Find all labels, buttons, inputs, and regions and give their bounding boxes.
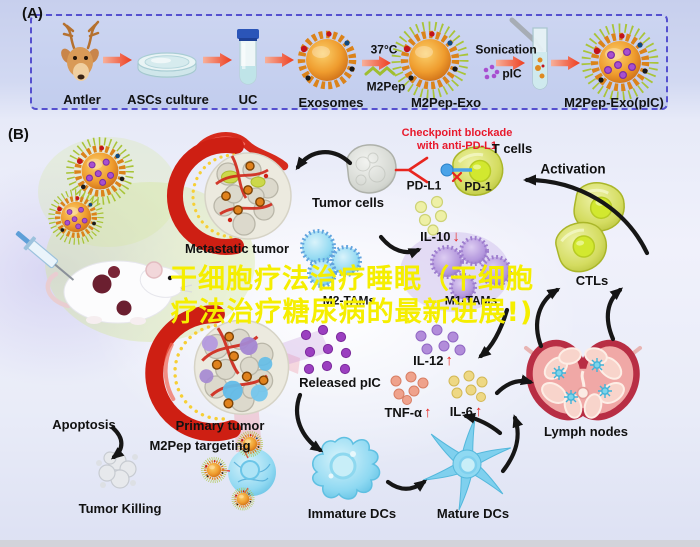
immature-dc-icon [312, 436, 381, 500]
red-arrow-icon [103, 53, 132, 67]
il6-dots-icon [448, 370, 488, 402]
activation-label: Activation [540, 161, 606, 177]
pic-label: pIC [502, 66, 522, 81]
checkpoint-line1: Checkpoint blockade [401, 127, 513, 139]
petri-dish-icon [137, 52, 197, 78]
m2pep-targeting-label: M2Pep targeting [149, 437, 251, 453]
deer-antler-icon [61, 20, 100, 81]
il12-text: IL-12 [413, 352, 444, 368]
il6-text: IL-6 [449, 403, 473, 419]
m2pep-peptide-icon [364, 66, 396, 76]
il10-label: IL-10 ↓ [420, 227, 460, 246]
il10-down-arrow: ↓ [452, 227, 460, 245]
m2-tams-label: M2-TAMs [322, 293, 376, 308]
il6-up-arrow: ↑ [474, 402, 483, 420]
step-label-ascs-culture: ASCs culture [127, 91, 209, 107]
pic-dots-icon [483, 64, 500, 80]
m2-tam-cells-icon [300, 229, 362, 288]
m2pep-targeting-cell-icon [200, 430, 276, 511]
mature-dcs-label: Mature DCs [436, 505, 510, 521]
m2pep-exosome-icon [396, 26, 464, 94]
panel-a-label: (A) [22, 5, 43, 22]
bottom-bar [0, 540, 700, 547]
il12-dots-icon [415, 324, 466, 356]
step-label-exosomes: Exosomes [298, 94, 364, 110]
curved-arrow-icon [378, 234, 422, 259]
step-label-antler: Antler [63, 91, 101, 107]
il12-up-arrow: ↑ [445, 351, 453, 369]
apoptosis-label: Apoptosis [52, 416, 116, 432]
curved-arrow-icon [477, 307, 510, 359]
tnfa-text: TNF-α [384, 404, 423, 420]
curved-arrow-icon [295, 392, 324, 453]
il10-text: IL-10 [420, 228, 451, 244]
sonication-tube-icon [509, 17, 548, 90]
tumor-cell-icon [345, 144, 397, 194]
mouse-icon [45, 260, 193, 325]
primary-tumor-label: Primary tumor [175, 417, 265, 433]
immature-dcs-label: Immature DCs [307, 505, 397, 521]
ctls-label: CTLs [575, 272, 609, 288]
pd1-receptor-icon [440, 163, 472, 183]
il10-dots-icon [414, 195, 448, 236]
m2pep-label: M2Pep [366, 79, 406, 94]
pd-1-label: PD-1 [464, 179, 492, 194]
t-cells-label: T cells [491, 140, 533, 156]
curved-arrow-icon [605, 287, 624, 342]
sonication-label: Sonication [475, 42, 537, 57]
mature-dc-icon [422, 417, 512, 511]
metastatic-tumor-label: Metastatic tumor [184, 240, 290, 256]
dc-in-node-icon [552, 358, 612, 404]
lymph-nodes-label: Lymph nodes [543, 423, 629, 439]
curved-arrow-icon [385, 479, 428, 492]
panel-b-label: (B) [8, 126, 29, 143]
curved-arrow-icon [295, 150, 353, 171]
curved-arrow-icon [523, 174, 650, 256]
checkpoint-line2: with anti-PD-L1 [416, 139, 498, 152]
exosome-icon [301, 31, 355, 85]
lymph-node-icon [524, 339, 642, 421]
tumor-cells-label: Tumor cells [311, 194, 385, 210]
syringe-icon [15, 231, 75, 281]
released-pic-dots-icon [300, 324, 352, 375]
m1-tams-label: M1-TAMs [444, 293, 498, 308]
step-label-uc: UC [238, 91, 258, 107]
curved-arrow-icon [110, 425, 125, 460]
red-arrow-icon [265, 53, 294, 67]
curved-arrow-icon [500, 414, 524, 474]
panel-a-icons [61, 17, 654, 96]
flow-arrows [110, 150, 650, 492]
anti-pd-l1-antibody-icon [394, 156, 429, 184]
watermark: 干细胞疗法治疗睡眠（干细胞 疗法治疗糖尿病的最新进展!) [132, 263, 572, 329]
curved-arrow-icon [494, 374, 534, 396]
step-label-m2pep-exo: M2Pep-Exo [410, 94, 482, 110]
curved-arrow-icon [462, 412, 503, 436]
watermark-line2: 疗法治疗糖尿病的最新进展!) [170, 297, 534, 328]
checkpoint-blockade-label: Checkpoint blockade with anti-PD-L1 [402, 127, 513, 152]
curved-arrow-icon [535, 287, 561, 349]
il12-label: IL-12 ↑ [413, 351, 453, 370]
red-arrow-icon [203, 53, 232, 67]
step-label-m2pep-exo-pic: M2Pep-Exo(pIC) [564, 94, 664, 110]
watermark-line1: 干细胞疗法治疗睡眠（干细胞 [170, 264, 534, 295]
red-arrow-icon [551, 56, 580, 70]
primary-tumor-icon [145, 305, 290, 442]
tnfa-up-arrow: ↑ [424, 403, 432, 421]
tnfa-label: TNF-α ↑ [384, 403, 432, 422]
m2pep-exo-pic-icon [586, 28, 654, 96]
m1-tam-cells-icon [430, 236, 512, 301]
temp-label: 37°C [370, 42, 398, 57]
apoptotic-cell-icon [96, 451, 138, 489]
il6-label: IL-6 ↑ [449, 402, 483, 421]
tnfa-dots-icon [390, 371, 429, 405]
metastatic-tumor-icon [167, 132, 292, 255]
pd-l1-label: PD-L1 [406, 178, 442, 193]
centrifuge-tube-icon [237, 29, 259, 85]
tumor-killing-label: Tumor Killing [78, 500, 162, 516]
released-pic-label: Released pIC [299, 374, 381, 390]
